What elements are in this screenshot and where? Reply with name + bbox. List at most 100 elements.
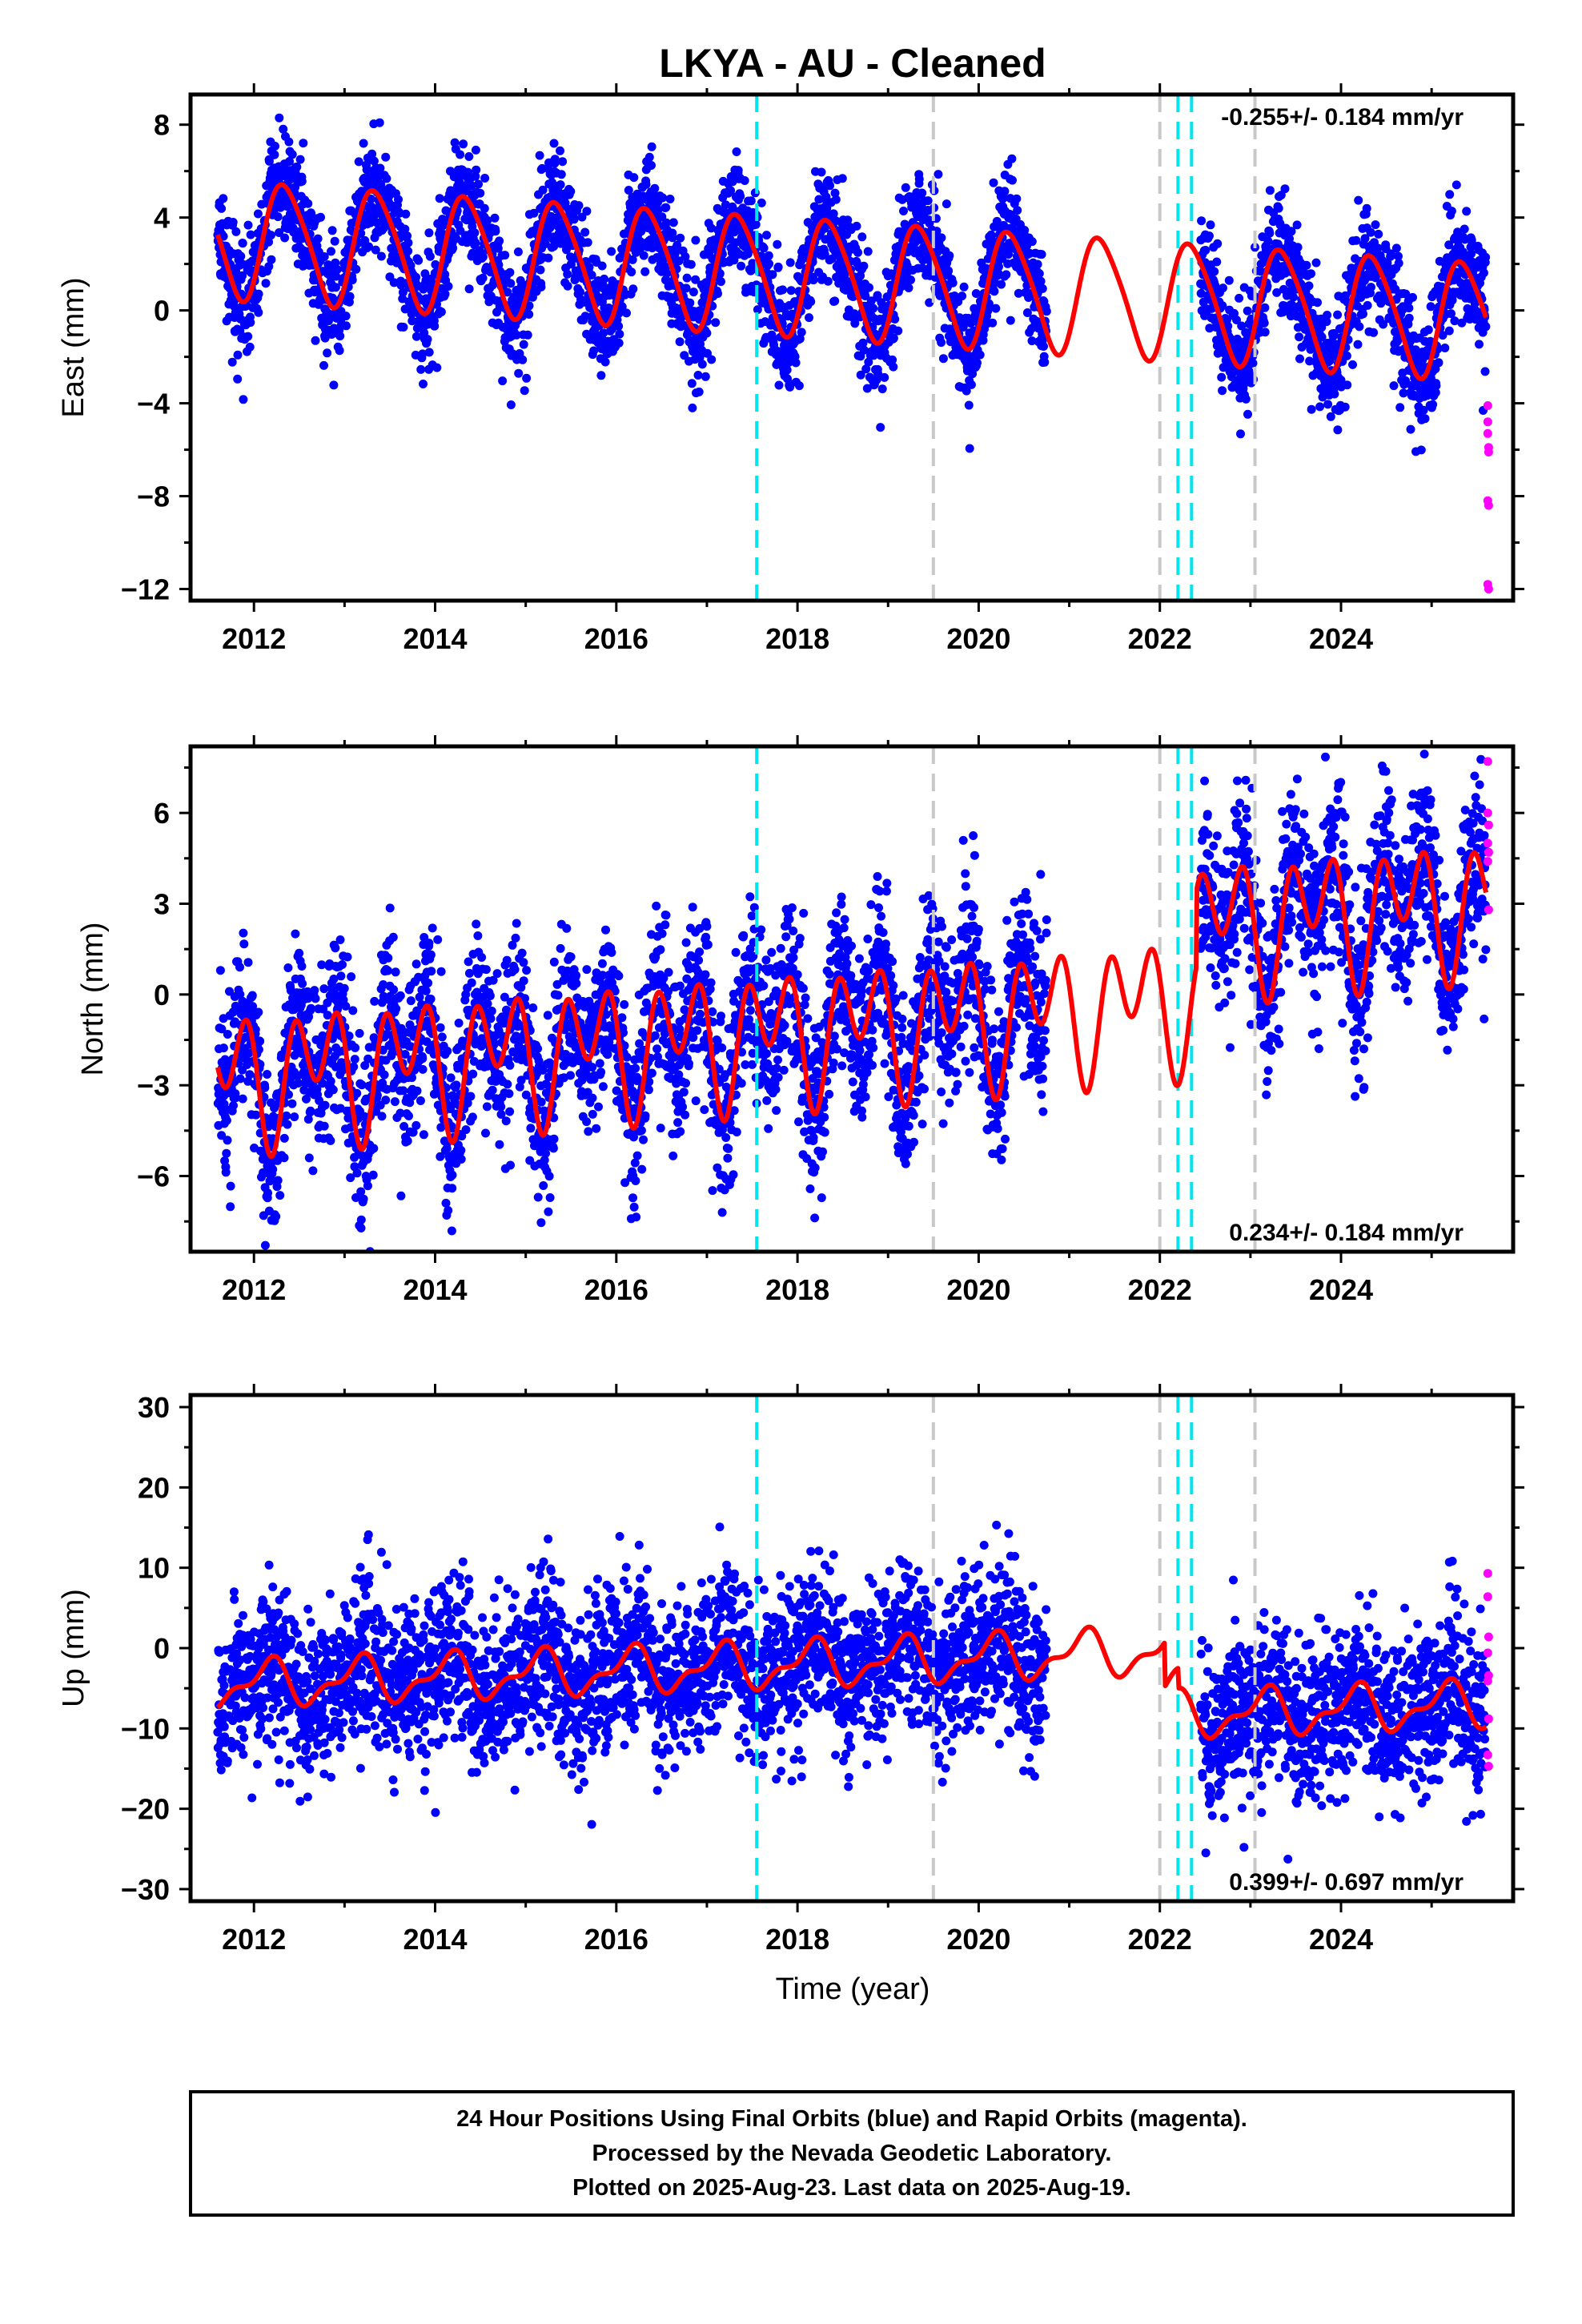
final-orbit-point [352,1088,362,1098]
final-orbit-point [869,304,878,313]
final-orbit-point [1315,402,1325,412]
final-orbit-point [691,275,701,284]
final-orbit-point [596,371,606,380]
final-orbit-point [273,212,283,222]
final-orbit-point [394,195,403,204]
final-orbit-point [1447,296,1457,305]
final-orbit-point [1333,425,1343,435]
final-orbit-point [675,337,685,347]
y-tick-label: 0 [154,295,170,328]
final-orbit-point [419,380,428,388]
final-orbit-point [275,228,283,237]
final-orbit-point [275,113,284,123]
final-orbit-point [1416,445,1426,455]
final-orbit-point [550,155,560,164]
final-orbit-point [806,297,816,307]
final-orbit-point [1426,302,1435,312]
final-orbit-point [474,179,483,189]
final-orbit-point [310,986,319,995]
final-orbit-point [522,373,532,383]
final-orbit-point [307,209,316,219]
final-orbit-point [640,267,650,276]
final-orbit-point [934,170,943,179]
final-orbit-point [688,403,697,412]
final-orbit-point [1206,220,1215,230]
final-orbit-point [379,1070,389,1080]
final-orbit-point [424,348,434,357]
final-orbit-point [359,139,368,148]
final-orbit-point [607,247,616,256]
final-orbit-point [513,247,523,256]
final-orbit-point [347,972,356,982]
final-orbit-point [418,1064,428,1074]
final-orbit-point [217,203,227,213]
final-orbit-point [599,328,608,338]
final-orbit-point [706,223,716,233]
final-orbit-point [997,279,1006,289]
final-orbit-point [889,362,898,372]
final-orbit-point [600,274,609,283]
final-orbit-point [736,191,745,201]
final-orbit-point [1404,313,1414,323]
final-orbit-point [1406,424,1415,434]
final-orbit-point [328,1085,338,1095]
final-orbit-point [1197,216,1207,226]
final-orbit-point [853,247,862,257]
final-orbit-point [369,156,379,166]
final-orbit-point [327,247,335,256]
final-orbit-point [287,1099,297,1108]
final-orbit-point [765,259,774,268]
final-orbit-point [348,1006,358,1015]
final-orbit-point [381,152,391,162]
final-orbit-point [566,187,576,196]
final-orbit-point [503,287,512,297]
final-orbit-point [1013,206,1022,215]
final-orbit-point [467,181,476,191]
final-orbit-point [1371,220,1380,230]
final-orbit-point [782,365,792,375]
final-orbit-point [389,278,399,287]
final-orbit-point [627,267,636,277]
final-orbit-point [473,931,483,940]
final-orbit-point [401,209,411,219]
final-orbit-point [396,991,405,1000]
final-orbit-point [219,194,228,203]
final-orbit-point [1452,180,1461,190]
final-orbit-point [661,218,671,227]
final-orbit-point [682,273,692,283]
final-orbit-point [1000,187,1010,196]
final-orbit-point [689,287,698,297]
final-orbit-point [576,287,584,297]
final-orbit-point [958,292,967,301]
final-orbit-point [351,1043,360,1052]
final-orbit-point [520,386,529,396]
final-orbit-point [583,238,592,247]
final-orbit-point [994,262,1003,271]
final-orbit-point [1027,237,1037,247]
final-orbit-point [1307,404,1316,414]
final-orbit-point [657,212,667,222]
final-orbit-point [1354,195,1363,205]
final-orbit-point [889,333,898,343]
final-orbit-point [680,351,689,360]
final-orbit-point [423,335,432,344]
chart-title: LKYA - AU - Cleaned [659,41,1046,86]
final-orbit-point [331,943,340,953]
final-orbit-point [363,1181,372,1191]
final-orbit-point [335,935,345,944]
final-orbit-point [354,157,363,167]
final-orbit-point [271,1212,281,1221]
final-orbit-point [452,1080,461,1090]
final-orbit-point [1342,351,1351,360]
final-orbit-point [512,330,521,340]
final-orbit-point [732,147,741,156]
final-orbit-point [338,960,347,969]
final-orbit-point [733,166,743,175]
final-orbit-point [945,251,954,260]
final-orbit-point [703,348,712,358]
final-orbit-point [686,259,696,269]
final-orbit-point [809,275,818,285]
final-orbit-point [1034,269,1044,279]
final-orbit-point [644,152,654,162]
final-orbit-point [702,328,712,338]
